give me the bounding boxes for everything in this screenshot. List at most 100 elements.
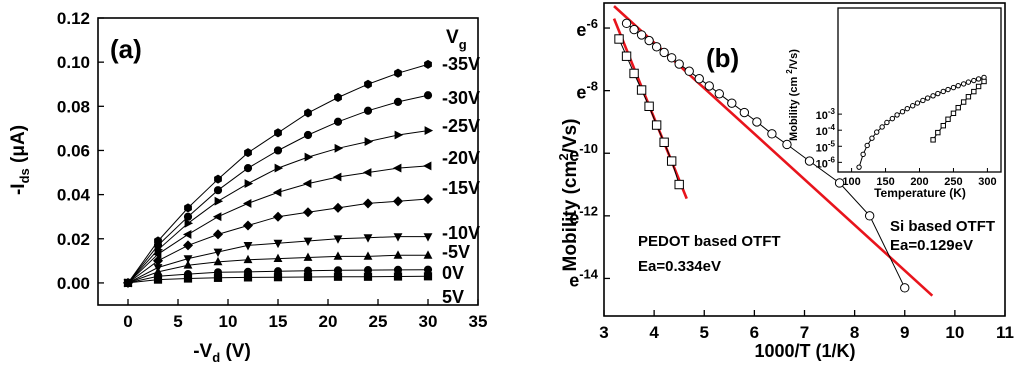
data-point [392,196,404,207]
y-axis-label-b: Mobility (cm2/Vs) [556,119,581,272]
inset-data-point [935,129,941,136]
data-point [752,117,762,127]
inset-data-point [955,104,961,111]
data-point [782,139,792,150]
data-point [900,283,910,293]
inset-x-tick-label: 250 [944,176,962,188]
series-a--35V [124,59,432,288]
y-tick-label: 0.00 [57,274,90,293]
inset-data-point [924,95,931,101]
data-point [244,179,254,189]
inset-data-point [975,76,982,82]
data-point [184,218,194,228]
data-point [674,59,684,69]
x-tick-label: 3 [599,323,608,342]
inset-data-point [971,77,977,84]
x-tick-label: 4 [649,323,659,342]
data-point [213,248,223,258]
series-label: 5V [442,287,464,307]
data-point [364,137,374,147]
data-point [767,129,777,139]
data-point [242,220,254,231]
data-point [666,53,677,63]
data-point [364,79,372,89]
data-point [332,172,342,182]
data-point [739,107,750,118]
inset-data-point [874,129,880,135]
x-tick-label: 8 [850,323,859,342]
inset-data-point [914,100,921,106]
data-point [243,242,253,251]
data-point [424,126,434,136]
data-point [303,272,313,282]
data-point [243,273,253,282]
data-point [363,106,373,115]
data-point [334,143,344,153]
data-point [704,81,714,91]
data-point [864,211,875,221]
data-point [636,30,647,40]
inset-data-point [910,103,916,109]
data-point [422,161,432,171]
inset-data-point [935,90,941,97]
inset-data-point [889,115,896,122]
inset-y-tick-label: 10-5 [816,139,836,154]
series-label: -10V [442,223,480,243]
plot-frame-a [97,17,479,306]
x-tick-label: 5 [700,323,709,342]
data-point [243,254,253,264]
y-tick-label: 0.04 [57,186,91,205]
y-tick-label: e-8 [576,79,598,103]
data-point [213,273,223,282]
data-point [651,42,662,52]
data-point [182,229,192,239]
data-point [333,117,343,126]
inset-x-tick-label: 150 [876,176,894,188]
inset-data-point [930,137,936,143]
data-point [393,265,403,274]
x-axis-label-b: 1000/T (1/K) [754,341,855,361]
y-tick-label: e-6 [576,16,598,40]
inset-data-point [940,122,946,129]
inset-x-tick-label: 100 [842,176,860,188]
inset-y-tick-label: 10-3 [816,107,836,122]
series-label: -20V [442,148,480,168]
inset-data-point [975,83,982,90]
x-tick-label: 35 [469,312,488,331]
x-tick-label: 5 [173,312,182,331]
data-point [213,186,223,195]
x-tick-label: 7 [800,323,809,342]
data-point [273,239,283,249]
y-tick-label: 0.06 [57,141,90,160]
data-point [393,250,403,259]
data-point [714,89,724,99]
data-point [214,196,224,206]
panel-a: 0 5 10 15 20 25 30 35 0.00 0.02 0.04 0.06 0.08 0.10 0.… [8,9,487,365]
data-point [674,179,684,190]
data-point [273,273,283,282]
series-label: -25V [442,116,480,136]
data-point [332,202,344,213]
data-point [423,233,433,242]
data-point [273,146,283,155]
series-label: -5V [442,242,470,262]
inset-data-point [945,116,951,122]
data-point [363,234,373,243]
inset-series-circle [856,74,987,170]
data-point [183,255,193,264]
inset-x-tick-label: 200 [910,176,928,188]
inset-data-point [904,105,910,112]
inset-data-point [894,112,900,118]
x-tick-label: 10 [945,323,964,342]
data-point [274,163,284,173]
data-point [363,251,373,260]
data-point [644,101,654,111]
inset-y-tick-label: 10-4 [816,123,836,138]
annotation-si-ea: Ea=0.129eV [890,237,973,254]
y-tick-label: e-10 [569,141,598,165]
inset-data-point [884,119,890,126]
data-point [303,130,313,140]
x-tick-label: 6 [750,323,759,342]
data-point [212,212,222,222]
data-point [182,240,194,251]
